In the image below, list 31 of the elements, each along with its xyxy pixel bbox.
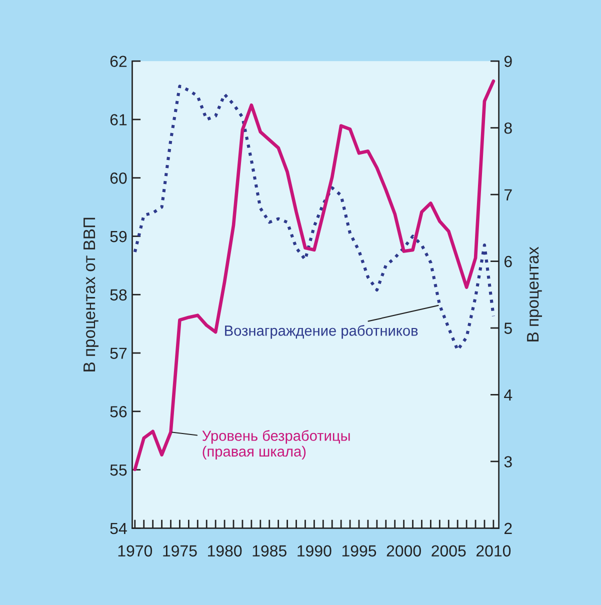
- y2-tick-label: 8: [504, 122, 512, 134]
- line-series: [133, 79, 496, 472]
- y-tick-label: 61: [110, 114, 127, 126]
- x-tick-label: 2010: [476, 545, 511, 557]
- x-tick-label: 1980: [208, 545, 242, 557]
- y-axis-title: В процентах от ВВП: [84, 218, 98, 372]
- x-tick-label: 2005: [432, 545, 466, 557]
- y-tick-label: 55: [110, 464, 127, 476]
- y-tick-label: 57: [110, 348, 127, 359]
- y2-tick-label: 9: [504, 56, 512, 68]
- text: Уровень безработицы (правая шкала): [202, 430, 350, 460]
- x-tick-label: 1975: [163, 545, 197, 557]
- y2-tick-label: 4: [504, 390, 512, 401]
- y2-tick-label: 7: [504, 189, 512, 200]
- y-tick-label: 58: [110, 289, 127, 301]
- y-tick-label: 56: [110, 406, 127, 418]
- y2-axis-title: В процентах: [527, 246, 542, 342]
- x-tick-label: 1985: [252, 545, 286, 557]
- y-tick-label: 60: [110, 172, 127, 184]
- y-tick-label: 54: [110, 522, 127, 534]
- y2-tick-label: 3: [504, 456, 512, 468]
- x-tick-label: 1995: [342, 545, 376, 557]
- x-tick-label: 1990: [298, 545, 332, 557]
- series-label: Вознаграждение работников: [225, 324, 418, 339]
- y2-tick-label: 6: [504, 256, 512, 268]
- x-tick-label: 1970: [118, 545, 152, 557]
- y2-tick-label: 5: [504, 322, 512, 334]
- x-tick-label: 2000: [386, 545, 421, 557]
- y2-tick-label: 2: [504, 522, 512, 534]
- y-tick-label: 62: [110, 56, 127, 68]
- y-tick-label: 59: [110, 230, 127, 242]
